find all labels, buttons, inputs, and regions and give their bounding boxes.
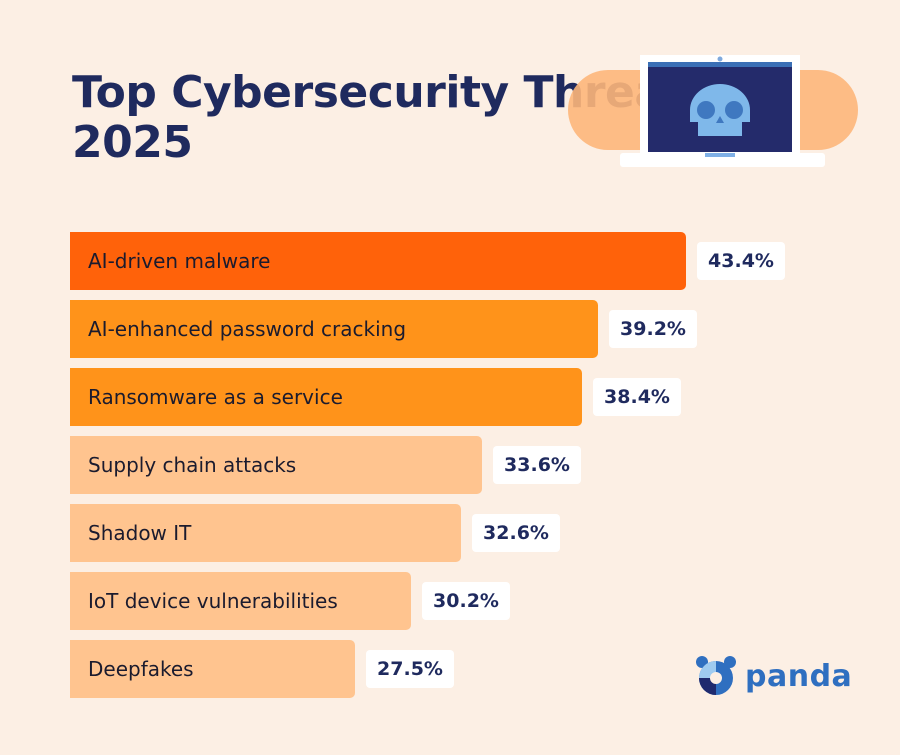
bar-0: AI-driven malware [70,232,686,290]
bar-label: IoT device vulnerabilities [88,589,338,613]
laptop-skull-icon [568,55,858,167]
bar-label: Supply chain attacks [88,453,297,477]
bar-label: Ransomware as a service [88,385,343,409]
bar-4: Shadow IT [70,504,461,562]
value-label: 39.2% [609,310,697,348]
bar-label: AI-enhanced password cracking [88,317,407,341]
bar-label: Shadow IT [88,521,192,545]
value-label: 30.2% [422,582,510,620]
value-label: 33.6% [493,446,581,484]
bar-3: Supply chain attacks [70,436,482,494]
bar-1: AI-enhanced password cracking [70,300,598,358]
bar-label: AI-driven malware [88,249,271,273]
bar-label: Deepfakes [88,657,194,681]
bar-5: IoT device vulnerabilities [70,572,411,630]
value-label: 27.5% [366,650,454,688]
panda-logo-icon [696,656,736,695]
panda-logo: panda [695,655,852,697]
bar-2: Ransomware as a service [70,368,582,426]
logo-text: panda [745,658,853,694]
value-label: 38.4% [593,378,681,416]
bar-6: Deepfakes [70,640,355,698]
value-label: 32.6% [472,514,560,552]
value-label: 43.4% [697,242,785,280]
